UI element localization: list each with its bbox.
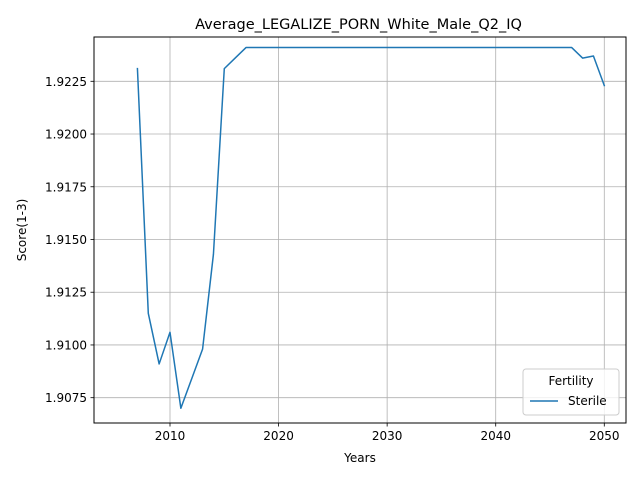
x-axis-label: Years (343, 451, 376, 465)
y-tick-label: 1.9100 (45, 338, 87, 352)
y-axis-label: Score(1-3) (15, 199, 29, 262)
x-tick-label: 2020 (263, 429, 294, 443)
x-tick-label: 2030 (372, 429, 403, 443)
y-tick-label: 1.9150 (45, 233, 87, 247)
y-tick-label: 1.9175 (45, 180, 87, 194)
chart-title: Average_LEGALIZE_PORN_White_Male_Q2_IQ (195, 17, 522, 33)
legend-box (522, 368, 620, 416)
series-layer (136, 46, 606, 409)
legend-label-sterile: Sterile (568, 394, 607, 408)
y-axis: 1.9075 1.9100 1.9125 1.9150 1.9175 1.9200 1.92… (45, 75, 94, 405)
y-tick-label: 1.9225 (45, 75, 87, 89)
y-tick-label: 1.9200 (45, 128, 87, 142)
y-tick-label: 1.9125 (45, 286, 87, 300)
x-tick-label: 2010 (155, 429, 186, 443)
legend: Fertility Sterile (522, 368, 620, 416)
plot-area-frame (93, 36, 627, 424)
x-axis: 2010 2020 2030 2040 2050 (155, 423, 620, 443)
x-tick-label: 2050 (589, 429, 620, 443)
y-tick-label: 1.9075 (45, 391, 87, 405)
series-line-sterile (136, 46, 606, 409)
grid-lines (94, 37, 626, 423)
legend-title: Fertility (548, 374, 593, 388)
x-tick-label: 2040 (480, 429, 511, 443)
